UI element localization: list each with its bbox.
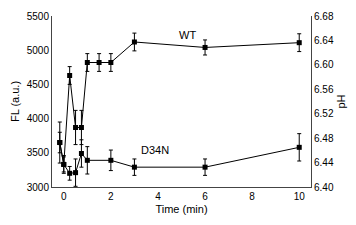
- svg-text:8: 8: [249, 191, 255, 202]
- svg-text:6.40: 6.40: [314, 182, 334, 193]
- svg-text:10: 10: [294, 191, 306, 202]
- svg-text:5500: 5500: [27, 11, 50, 22]
- svg-text:6.60: 6.60: [314, 59, 334, 70]
- svg-text:6.64: 6.64: [314, 35, 334, 46]
- svg-text:2: 2: [108, 191, 114, 202]
- svg-text:6.44: 6.44: [314, 157, 334, 168]
- svg-text:6: 6: [202, 191, 208, 202]
- svg-text:6.48: 6.48: [314, 133, 334, 144]
- svg-text:pH: pH: [335, 94, 347, 108]
- svg-text:4500: 4500: [27, 79, 50, 90]
- svg-text:FL (a.u.): FL (a.u.): [9, 81, 21, 122]
- svg-text:6.68: 6.68: [314, 11, 334, 22]
- svg-text:5000: 5000: [27, 45, 50, 56]
- svg-text:WT: WT: [179, 29, 196, 41]
- svg-text:4: 4: [155, 191, 161, 202]
- svg-text:D34N: D34N: [141, 144, 169, 156]
- svg-text:4000: 4000: [27, 113, 50, 124]
- svg-text:0: 0: [61, 191, 67, 202]
- svg-text:Time (min): Time (min): [155, 203, 207, 215]
- svg-text:6.56: 6.56: [314, 84, 334, 95]
- svg-text:3500: 3500: [27, 147, 50, 158]
- svg-text:6.52: 6.52: [314, 108, 334, 119]
- svg-text:3000: 3000: [27, 182, 50, 193]
